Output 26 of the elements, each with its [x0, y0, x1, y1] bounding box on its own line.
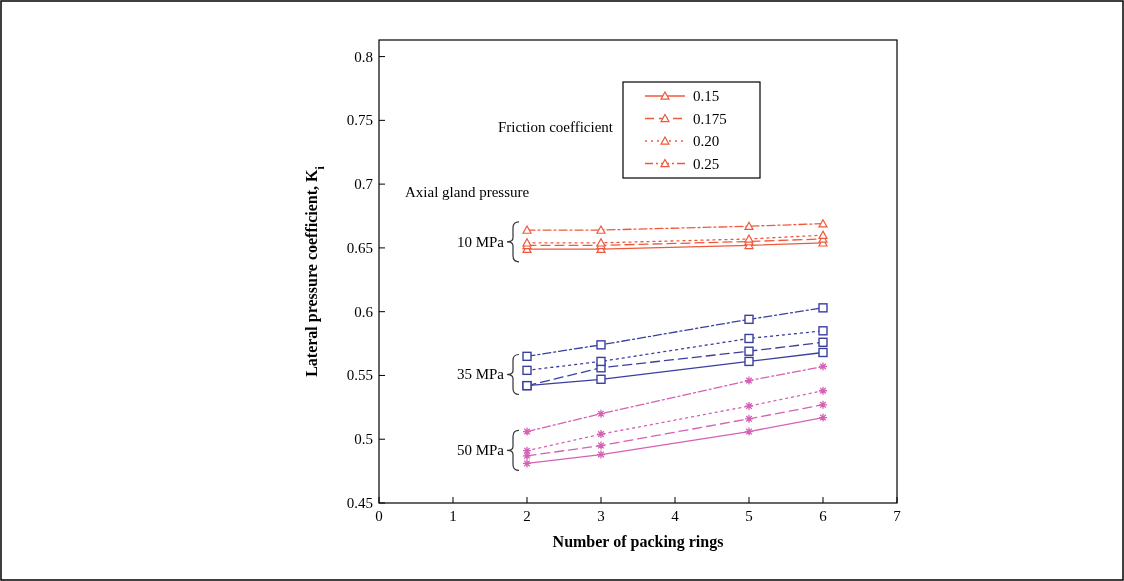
x-tick-label: 1 — [449, 508, 457, 524]
annotation: Axial gland pressure — [405, 183, 530, 200]
x-tick-label: 6 — [819, 508, 828, 524]
x-tick-label: 5 — [745, 508, 753, 524]
y-tick-label: 0.55 — [346, 367, 373, 384]
y-tick-label: 0.6 — [354, 303, 374, 320]
legend-label: 0.15 — [693, 88, 720, 104]
x-tick-label: 0 — [375, 508, 383, 524]
legend-label: 0.20 — [693, 133, 720, 149]
y-tick-label: 0.5 — [354, 431, 373, 448]
y-tick-label: 0.45 — [346, 495, 373, 511]
y-tick-label: 0.8 — [354, 48, 373, 65]
legend-label: 0.25 — [693, 155, 720, 172]
y-tick-label: 0.65 — [346, 239, 373, 256]
x-axis-title: Number of packing rings — [552, 533, 724, 551]
legend-title: Friction coefficient — [497, 119, 614, 135]
y-tick-label: 0.75 — [346, 112, 373, 129]
x-tick-label: 4 — [671, 508, 680, 524]
annotation: 50 MPa — [456, 442, 505, 459]
x-tick-label: 2 — [523, 508, 531, 524]
annotation: 10 MPa — [456, 233, 505, 250]
y-tick-label: 0.7 — [354, 176, 374, 193]
annotation: 35 MPa — [456, 366, 505, 383]
x-tick-label: 7 — [893, 508, 902, 524]
legend-label: 0.175 — [693, 110, 727, 127]
x-tick-label: 3 — [597, 508, 605, 524]
